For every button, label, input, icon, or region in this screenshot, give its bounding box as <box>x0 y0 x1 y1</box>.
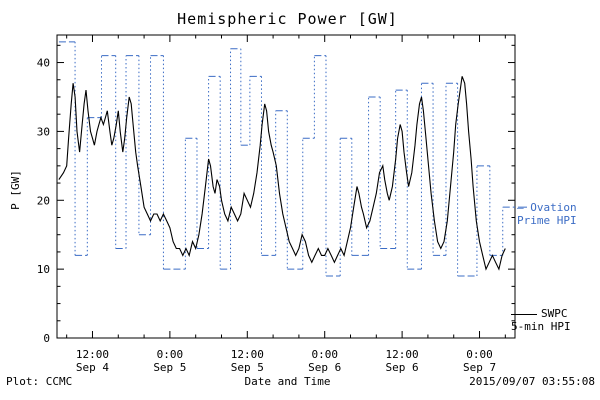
x-tick-date: Sep 6 <box>308 361 341 374</box>
legend-ovation-line2: Prime HPI <box>517 214 577 227</box>
x-tick-date: Sep 7 <box>463 361 496 374</box>
legend-swpc-line1: SWPC <box>511 307 571 320</box>
plot-credit: Plot: CCMC <box>6 375 73 388</box>
x-tick-time: 0:00 <box>466 348 493 361</box>
legend-swpc-label: SWPC <box>541 307 568 320</box>
swpc-series <box>58 76 506 271</box>
y-tick-label: 0 <box>43 332 50 345</box>
plot-title: Hemispheric Power [GW] <box>177 10 398 28</box>
x-tick-time: 0:00 <box>157 348 184 361</box>
x-tick-date: Sep 5 <box>231 361 264 374</box>
y-tick-label: 40 <box>37 57 50 70</box>
x-axis-label: Date and Time <box>244 375 331 388</box>
x-tick-time: 12:00 <box>386 348 419 361</box>
legend-ovation-label: Ovation <box>530 201 577 214</box>
ovation-dash-marker: – <box>517 201 524 214</box>
y-tick-label: 20 <box>37 194 50 207</box>
x-tick-time: 12:00 <box>231 348 264 361</box>
y-tick-label: 10 <box>37 263 50 276</box>
x-tick-time: 12:00 <box>76 348 109 361</box>
y-tick-label: 30 <box>37 125 50 138</box>
plot-timestamp: 2015/09/07 03:55:08 <box>469 375 595 388</box>
x-tick-date: Sep 6 <box>386 361 419 374</box>
legend-swpc: SWPC 5-min HPI <box>511 307 571 333</box>
ovation-prime-series <box>58 41 515 277</box>
x-tick-date: Sep 5 <box>153 361 186 374</box>
legend-swpc-line2: 5-min HPI <box>511 320 571 333</box>
y-axis-label: P [GW] <box>9 170 22 210</box>
legend-ovation: – Ovation Prime HPI <box>517 201 577 227</box>
x-tick-date: Sep 4 <box>76 361 109 374</box>
swpc-line-marker <box>511 313 537 315</box>
x-tick-time: 0:00 <box>311 348 338 361</box>
legend-ovation-line1: – Ovation <box>517 201 577 214</box>
